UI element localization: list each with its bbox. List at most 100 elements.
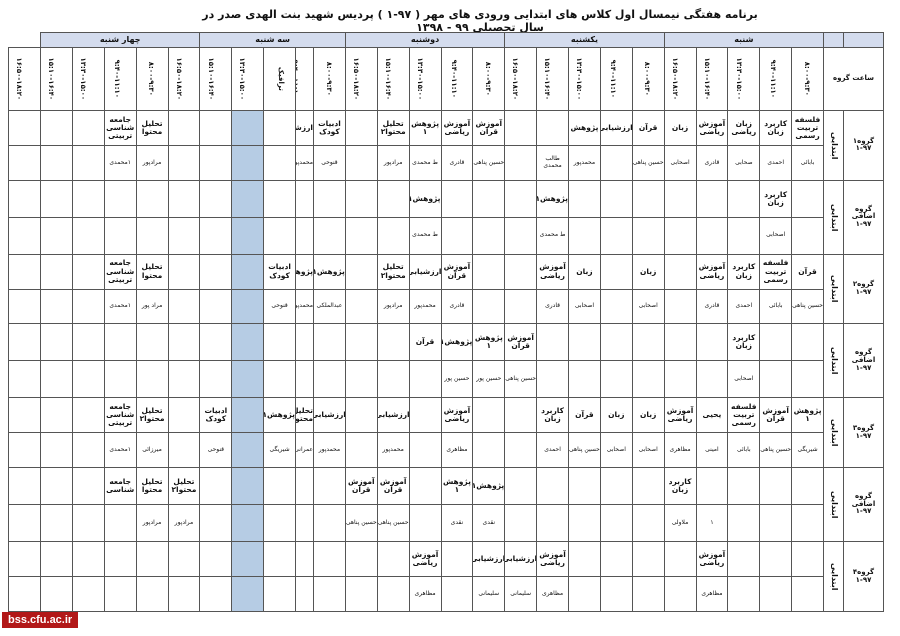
course-name: تحلیل محتوا۲ — [380, 262, 406, 280]
course-cell: تحلیل محتوا — [135, 467, 169, 506]
course-cell — [791, 467, 824, 506]
course-cell: جامعه شناسی تربیتی — [103, 253, 137, 290]
teacher-cell — [135, 575, 169, 613]
teacher-cell: نقدی — [440, 504, 474, 543]
teacher-cell — [199, 575, 233, 613]
teacher-cell — [8, 288, 41, 325]
course-cell — [759, 541, 793, 577]
corner-label: ساعت گروه — [823, 47, 884, 112]
teacher-name: قادری — [449, 158, 465, 166]
group-teachers-row: ۱ ملاولی نقدی نقدی حسین پناهی حسین پناهی مرادپ… — [8, 504, 884, 543]
course-name: ارزشیابی — [409, 266, 441, 276]
course-cell — [263, 179, 296, 218]
teacher-cell: مظاهری — [440, 432, 474, 469]
time-slot-text: ۹:۴۰-۱۱:۱۰ — [450, 59, 459, 99]
course-name: آموزش قرآن — [443, 262, 471, 280]
teacher-cell: ۱محمدی — [103, 144, 137, 181]
course-cell — [759, 467, 793, 506]
time-slot-text: ۱۵:۱۰-۱۶:۴۰ — [543, 57, 552, 101]
day-header: یکشنبه — [504, 31, 665, 49]
teacher-cell — [71, 360, 105, 399]
course-cell: آموزش ریاضی — [695, 541, 729, 577]
course-cell — [199, 467, 233, 506]
teacher-cell: مرادپور — [376, 288, 410, 325]
course-name: آموزش قرآن — [379, 476, 407, 495]
time-slot-text: ۱۶:۵۰-۱۸:۲۰ — [671, 57, 679, 101]
course-cell: آموزش ریاضی — [408, 541, 442, 577]
teacher-cell — [408, 360, 442, 399]
course-cell — [167, 110, 201, 146]
teacher-cell — [568, 360, 601, 399]
teacher-cell — [344, 432, 378, 469]
course-cell — [599, 253, 633, 290]
course-cell — [135, 179, 169, 218]
teacher-cell: بابائی — [791, 144, 824, 181]
course-cell: جامعه شناسی — [103, 467, 137, 506]
teacher-cell: نقدی — [472, 504, 506, 543]
time-slot-text: ۹:۴۰-۱۱:۱۰ — [113, 59, 122, 99]
course-name: ارزشیابی — [472, 553, 505, 563]
teacher-cell: قادری — [695, 288, 729, 325]
teacher-cell: عبدالملکی — [313, 288, 346, 325]
course-cell — [408, 467, 442, 506]
teacher-cell: شیریگی — [791, 432, 824, 469]
course-cell — [376, 323, 410, 362]
teacher-cell — [263, 216, 296, 255]
teacher-cell: شیریگی — [263, 432, 296, 469]
time-slot-header: ۸:۰۰-۹:۳۰ — [135, 47, 169, 112]
teacher-name: بابائی — [736, 445, 751, 453]
teacher-name: قنوحی — [321, 158, 338, 166]
course-name: آموزش قرآن — [762, 406, 789, 424]
teacher-cell — [504, 504, 538, 543]
teacher-cell — [71, 216, 105, 255]
time-slot-header: ۸:۰۰-۹:۳۰ — [791, 47, 824, 112]
course-cell: آموزش قرآن — [376, 467, 410, 506]
teacher-cell — [631, 575, 665, 613]
teacher-cell — [103, 216, 137, 255]
course-cell: ادبیات کودک — [313, 110, 346, 146]
course-cell — [631, 541, 665, 577]
teacher-cell — [313, 360, 346, 399]
course-cell — [344, 253, 378, 290]
teacher-name: ۱محمدی — [109, 302, 131, 310]
teacher-cell: محمدپور — [376, 432, 410, 469]
teacher-name: حسین پناهی — [632, 158, 664, 166]
course-name: آموزش ریاضی — [411, 549, 439, 568]
course-cell: کاربرد زبان — [759, 110, 793, 146]
teacher-cell — [313, 575, 346, 613]
teacher-name: اصحابی — [766, 231, 786, 239]
teacher-cell: ۱ — [695, 504, 729, 543]
course-cell — [440, 541, 474, 577]
course-cell — [568, 467, 601, 506]
time-slot-text: ۱۶:۵۰-۱۸:۲۰ — [174, 57, 183, 101]
course-cell: پژوهش — [568, 110, 601, 146]
course-cell: آموزش قرآن — [440, 253, 474, 290]
course-cell — [695, 179, 729, 218]
course-name: زبان ریاضی — [731, 118, 757, 136]
teacher-cell: مرادپور — [135, 144, 169, 181]
course-cell — [408, 397, 442, 434]
course-cell — [536, 323, 569, 362]
time-slot-text: ۸:۰۰-۹:۳۰ — [643, 62, 652, 97]
course-cell: فلسفه تربیت رسمی — [791, 110, 824, 146]
gap-cell — [231, 432, 265, 469]
teacher-name: مظاهری — [414, 589, 436, 597]
teacher-cell: مظاهری — [663, 432, 697, 469]
course-cell — [536, 110, 569, 146]
course-cell — [599, 467, 633, 506]
time-slot-text: ۸:۰۰-۹:۳۰ — [147, 62, 156, 97]
group-teachers-row: مظاهری مظاهری سلیمانی سلیمانی مظاهری — [8, 575, 884, 613]
teacher-cell: قادری — [440, 144, 474, 181]
time-slot-text: ۱۶:۵۰-۱۸:۲۰ — [15, 57, 24, 101]
course-cell — [71, 323, 105, 362]
course-name: تحلیل محتوا۲ — [171, 476, 197, 495]
course-cell — [568, 541, 601, 577]
teacher-cell: حسین پور — [472, 360, 506, 399]
course-cell — [791, 541, 824, 577]
teacher-cell — [167, 216, 201, 255]
teacher-name: حسین پناهی — [377, 518, 409, 526]
teacher-cell — [263, 575, 296, 613]
teacher-name: مرادپور — [383, 158, 403, 166]
